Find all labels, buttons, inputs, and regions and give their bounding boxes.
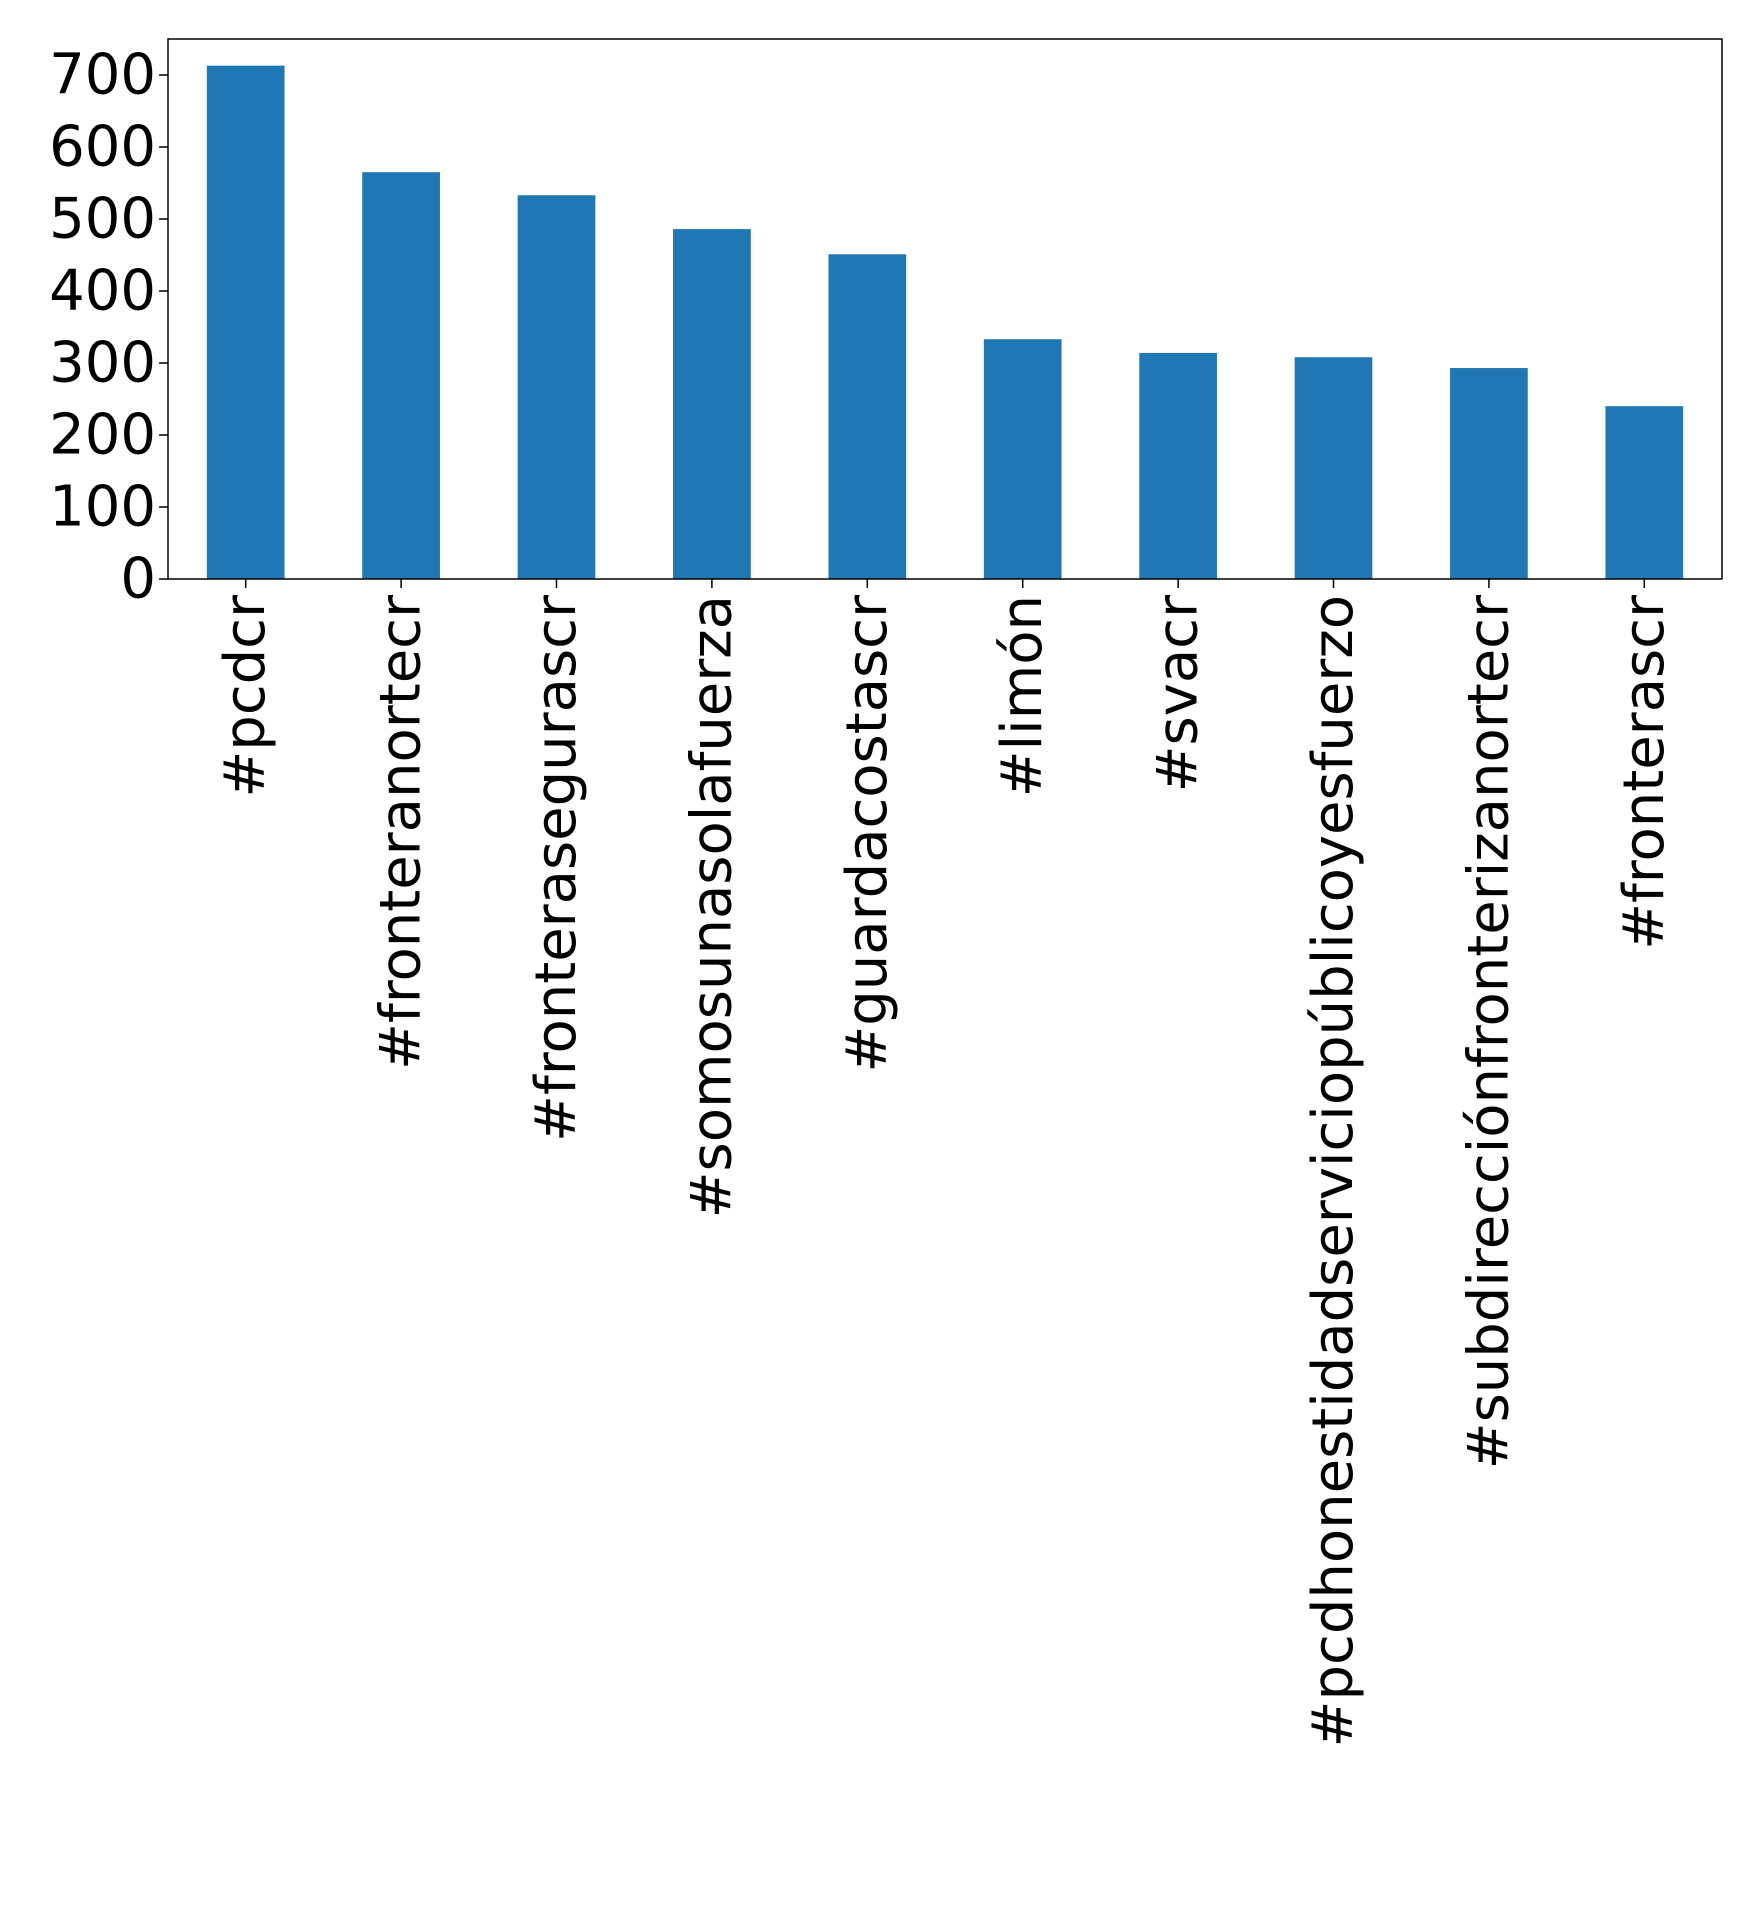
x-tick-label: #pcdcr [213, 594, 278, 798]
x-tick-label: #svacr [1146, 594, 1211, 792]
bars-group [206, 65, 1684, 580]
x-tick-label: #fronterasegurascr [524, 594, 589, 1142]
bar [517, 195, 596, 580]
bar [362, 172, 440, 579]
plot-frame [167, 38, 1723, 580]
x-tick-label: #fronteranortecr [369, 594, 434, 1070]
x-tick-label: #fronterascr [1612, 594, 1677, 950]
x-axis: #pcdcr #fronteranortecr #fronterasegurascr… [213, 579, 1677, 1747]
y-tick-label: 700 [49, 43, 156, 108]
bar [1450, 368, 1528, 579]
y-tick-label: 400 [49, 259, 156, 324]
y-tick-label: 500 [49, 187, 156, 252]
y-tick-label: 100 [49, 475, 156, 540]
bar [1139, 352, 1217, 579]
x-tick-label: #subdirecciónfronterizanortecr [1456, 594, 1521, 1469]
bar [1605, 406, 1684, 579]
bar [1294, 357, 1373, 579]
y-tick-label: 600 [49, 115, 156, 180]
y-axis: 0 100 200 300 400 500 600 700 [49, 43, 168, 612]
bar [983, 339, 1062, 579]
bar [206, 65, 285, 579]
bar [828, 254, 907, 579]
y-tick-label: 200 [49, 403, 156, 468]
bar [673, 229, 751, 579]
x-tick-label: #guardacostascr [835, 594, 900, 1073]
y-tick-label: 0 [120, 547, 156, 612]
x-tick-label: #somosunasolafuerza [679, 595, 744, 1218]
x-tick-label: #pcdhonestidadserviciopúblicoyesfuerzo [1301, 595, 1366, 1747]
x-tick-label: #limón [990, 595, 1055, 797]
y-tick-label: 300 [49, 331, 156, 396]
